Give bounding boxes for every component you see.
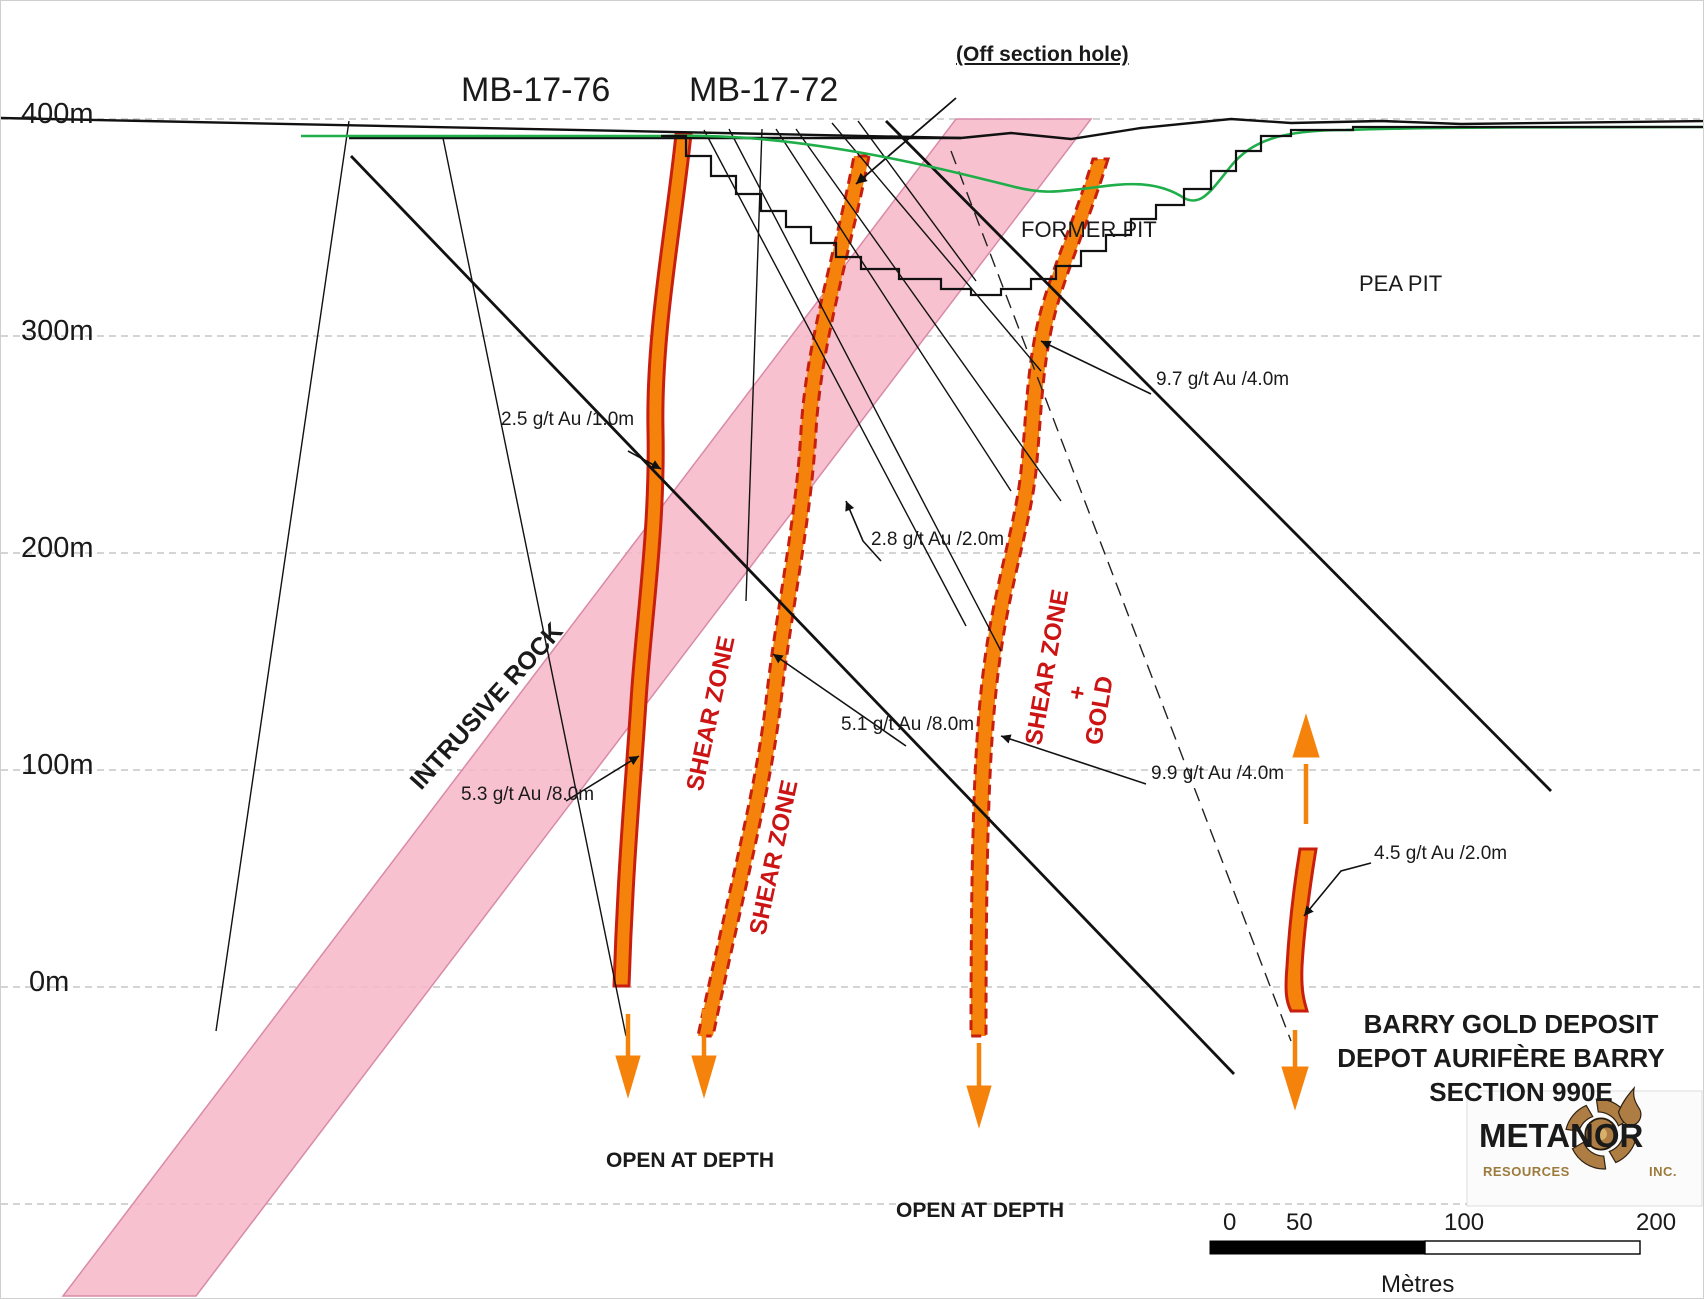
svg-text:SHEAR ZONE: SHEAR ZONE	[1020, 587, 1074, 747]
svg-text:SHEAR ZONE: SHEAR ZONE	[681, 634, 740, 794]
svg-text:GOLD: GOLD	[1080, 674, 1119, 747]
